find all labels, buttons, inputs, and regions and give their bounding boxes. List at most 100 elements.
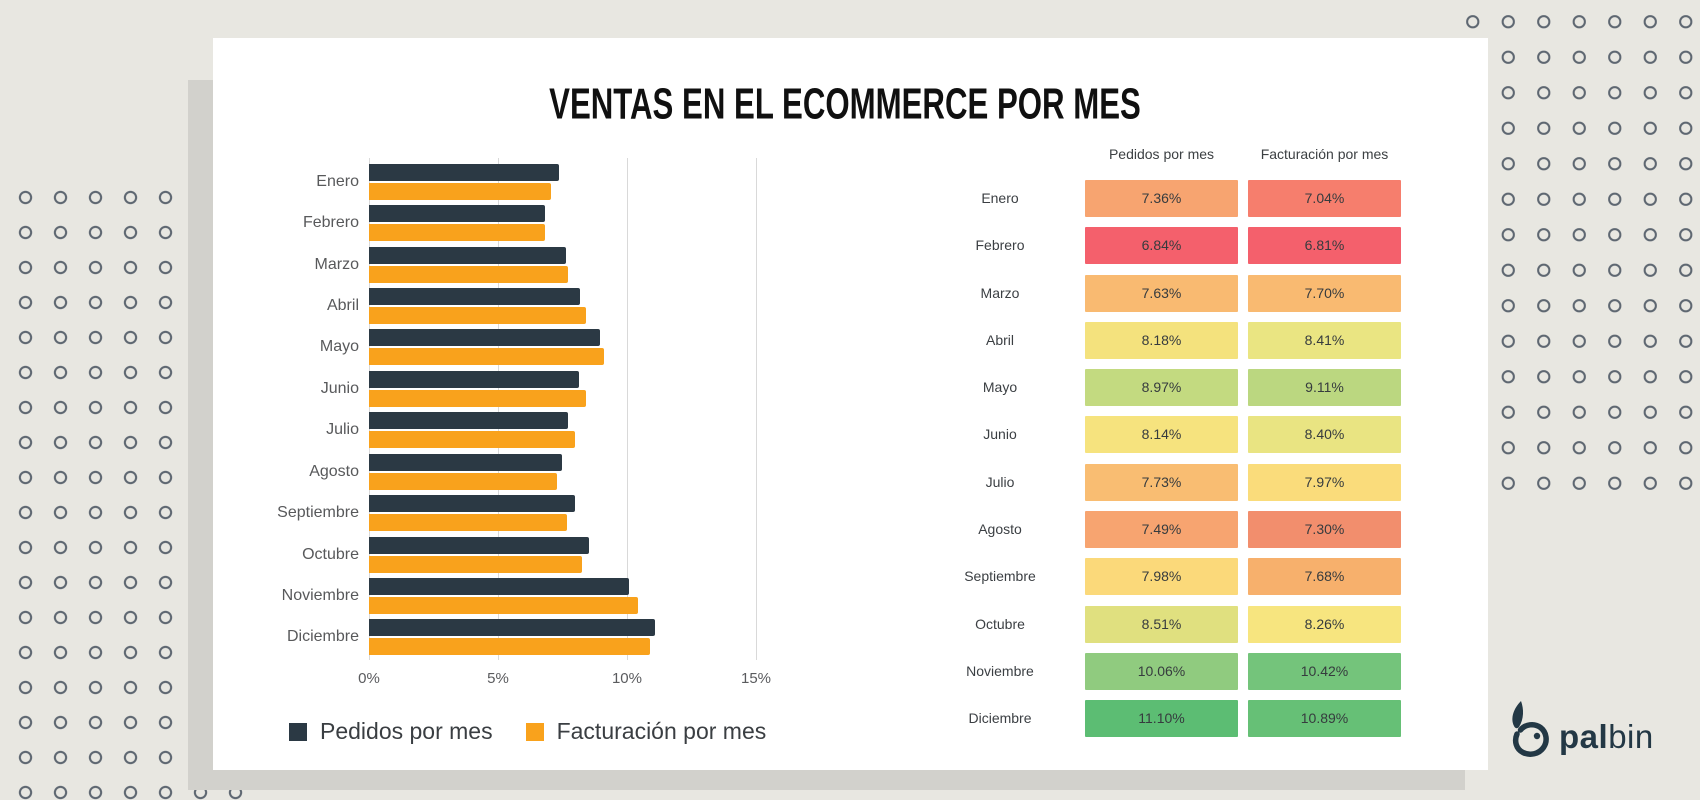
chart-month-label: Julio [326, 421, 359, 439]
cell-facturacion: 8.41% [1248, 321, 1401, 359]
cell-facturacion: 8.26% [1248, 605, 1401, 643]
cell-pedidos: 8.51% [1085, 605, 1238, 643]
bar-facturacion [369, 638, 650, 656]
table-row: Febrero 6.84% 6.81% [920, 227, 1401, 265]
table-month-label: Noviembre [966, 662, 1034, 679]
chart-month-label: Mayo [319, 338, 359, 356]
legend-swatch-pedidos [289, 722, 307, 741]
chart-month-label: Febrero [302, 214, 359, 232]
table-row: Septiembre 7.98% 7.68% [920, 558, 1401, 596]
bar-facturacion [369, 306, 586, 324]
bar-facturacion [369, 182, 551, 200]
chart-row: Febrero [225, 202, 756, 243]
gridline [626, 158, 628, 660]
bar-pedidos [369, 329, 601, 347]
table-row: Julio 7.73% 7.97% [920, 463, 1401, 501]
cell-facturacion: 9.11% [1248, 369, 1401, 407]
gridline [756, 158, 757, 660]
table-row: Agosto 7.49% 7.30% [920, 511, 1401, 549]
table-row: Diciembre 11.10% 10.89% [920, 700, 1401, 738]
table-row: Junio 8.14% 8.40% [920, 416, 1401, 454]
chart-row: Agosto [225, 451, 756, 492]
bar-pedidos [369, 287, 581, 305]
chart-row: Abril [225, 285, 756, 326]
bar-facturacion [369, 265, 568, 283]
table-row: Marzo 7.63% 7.70% [920, 274, 1401, 312]
bar-facturacion [369, 596, 638, 614]
bar-pedidos [369, 453, 563, 471]
table-month-label: Octubre [975, 615, 1025, 632]
table-row: Enero 7.36% 7.04% [920, 180, 1401, 217]
chart-month-label: Diciembre [286, 628, 359, 646]
bar-facturacion [369, 555, 583, 573]
logo-text-light: bin [1608, 718, 1654, 755]
chart-bars [369, 453, 756, 490]
cell-facturacion: 7.70% [1248, 274, 1401, 312]
table-header-facturacion: Facturación por mes [1260, 146, 1389, 162]
chart-bars [369, 246, 756, 283]
gridline [369, 158, 370, 660]
table-month-label: Agosto [978, 521, 1022, 538]
bar-facturacion [369, 431, 575, 449]
bar-pedidos [369, 205, 546, 223]
chart-bars [369, 329, 756, 366]
cell-pedidos: 8.97% [1085, 369, 1238, 407]
bar-pedidos [369, 246, 566, 264]
table-month-label: Abril [985, 331, 1014, 348]
chart-bars [369, 412, 756, 449]
bar-pedidos [369, 163, 559, 181]
chart-bars [369, 495, 756, 532]
cell-facturacion: 10.42% [1248, 652, 1401, 690]
table-rows: Enero 7.36% 7.04% Febrero 6.84% 6.81% Ma… [920, 180, 1401, 738]
table-month-label: Diciembre [968, 710, 1032, 727]
bar-facturacion [369, 224, 545, 242]
cell-pedidos: 8.14% [1085, 416, 1238, 454]
chart-row: Marzo [225, 244, 756, 285]
table-row: Abril 8.18% 8.41% [920, 321, 1401, 359]
chart-month-label: Septiembre [277, 504, 359, 522]
cell-pedidos: 11.10% [1085, 700, 1238, 738]
gridline [497, 158, 499, 660]
chart-row: Octubre [225, 534, 756, 575]
cell-facturacion: 7.30% [1248, 511, 1401, 549]
cell-pedidos: 10.06% [1085, 652, 1238, 690]
chart-month-label: Octubre [302, 545, 359, 563]
bar-facturacion [369, 348, 605, 366]
bar-facturacion [369, 389, 586, 407]
bar-facturacion [369, 472, 558, 490]
table-month-label: Enero [981, 190, 1019, 206]
chart-month-label: Marzo [314, 255, 359, 273]
cell-pedidos: 8.18% [1085, 321, 1238, 359]
bar-pedidos [369, 577, 629, 595]
page-title: VENTAS EN EL ECOMMERCE POR MES [549, 79, 1141, 129]
legend-label-pedidos: Pedidos por mes [320, 718, 493, 744]
palbin-fish-icon [1512, 701, 1549, 757]
chart-month-label: Abril [326, 296, 359, 314]
chart-bars [369, 536, 756, 573]
legend-label-facturacion: Facturación por mes [556, 718, 767, 744]
bar-facturacion [369, 514, 568, 532]
cell-facturacion: 7.97% [1248, 463, 1401, 501]
chart-row: Enero [225, 161, 756, 202]
chart-month-label: Agosto [309, 462, 359, 480]
chart-rows: Enero Febrero Marzo Abril Mayo [225, 161, 756, 658]
cell-facturacion: 8.40% [1248, 416, 1401, 454]
table-month-label: Junio [983, 426, 1017, 443]
x-tick-label: 0% [358, 670, 380, 687]
table-row: Octubre 8.51% 8.26% [920, 605, 1401, 643]
table-month-label: Julio [985, 473, 1015, 490]
chart-legend: Pedidos por mes Facturación por mes [289, 718, 766, 745]
bar-pedidos [369, 619, 656, 637]
legend-item-pedidos: Pedidos por mes [289, 718, 493, 745]
x-axis-ticks: 0% 5% 10% 15% [358, 670, 771, 690]
palbin-logo: palbin [1504, 700, 1654, 758]
chart-month-label: Junio [320, 379, 359, 397]
palbin-logo-text: palbin [1559, 720, 1654, 758]
table-month-label: Septiembre [964, 568, 1036, 585]
cell-facturacion: 7.04% [1248, 180, 1401, 217]
chart-bars [369, 287, 756, 324]
bar-pedidos [369, 412, 569, 430]
legend-item-facturacion: Facturación por mes [525, 718, 767, 745]
table-month-label: Mayo [982, 379, 1018, 396]
